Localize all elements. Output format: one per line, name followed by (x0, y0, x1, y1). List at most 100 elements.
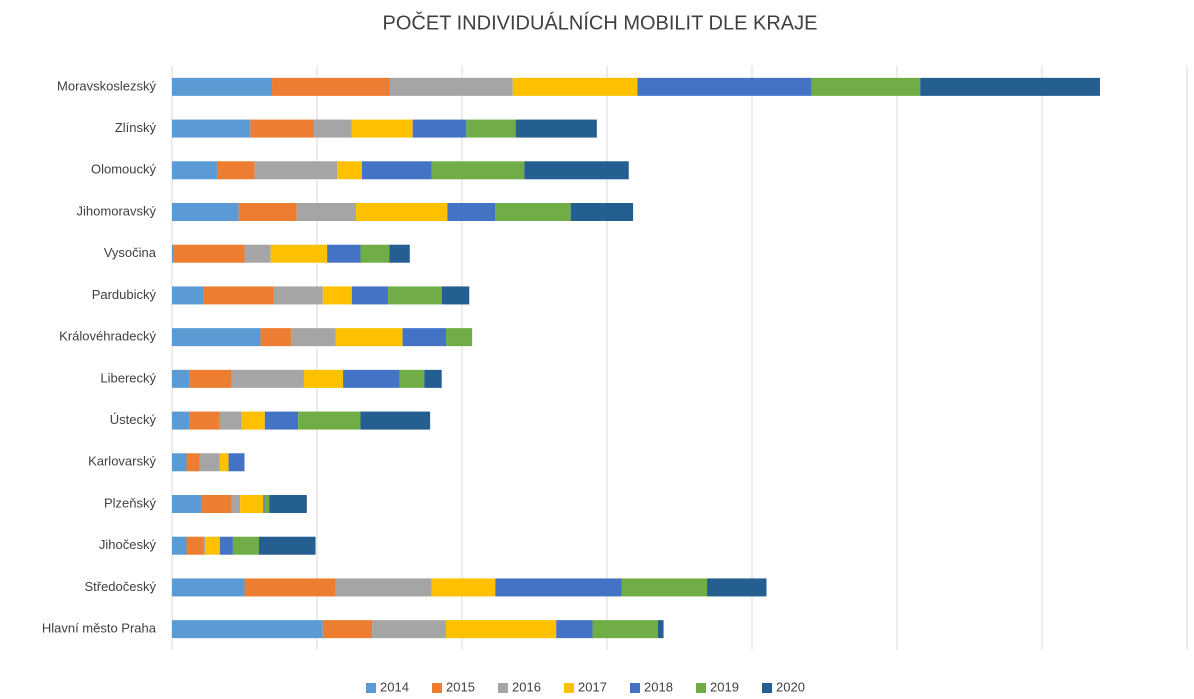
bar-segment (524, 161, 629, 180)
bar-segment (264, 495, 270, 513)
bar-segment (360, 411, 431, 430)
bar-segment (515, 119, 597, 138)
bar-segment (172, 411, 190, 430)
y-tick-label: Jihočeský (99, 537, 157, 552)
bar-segment (240, 495, 264, 513)
bar-segment (920, 77, 1100, 96)
bar-segment (172, 620, 323, 639)
bar-segment (270, 244, 328, 263)
bar-segment (621, 578, 708, 597)
bar-segment (637, 77, 812, 96)
y-tick-label: Královéhradecký (59, 329, 156, 344)
legend-swatch (696, 683, 706, 693)
y-tick-label: Středočeský (84, 579, 156, 594)
bar-segment (337, 161, 362, 180)
chart-title: POČET INDIVIDUÁLNÍCH MOBILIT DLE KRAJE (383, 11, 818, 34)
bar-segment (172, 495, 201, 513)
legend-label: 2020 (776, 679, 805, 694)
y-tick-label: Moravskoslezský (57, 78, 156, 93)
bar-segment (186, 453, 200, 472)
bar-segment (424, 369, 442, 388)
bar-segment (201, 495, 232, 513)
legend-label: 2018 (644, 679, 673, 694)
bar-segment (172, 286, 204, 305)
y-tick-label: Zlínský (115, 120, 157, 135)
y-tick-label: Pardubický (92, 287, 157, 302)
legend-swatch (564, 683, 574, 693)
bar-segment (335, 578, 432, 597)
bar-segment (495, 578, 622, 597)
bar-segment (189, 369, 232, 388)
bar-segment (314, 119, 352, 138)
bar-segment (431, 161, 525, 180)
bar-segment (250, 119, 315, 138)
bar-segment (228, 453, 245, 472)
bar-segment (203, 536, 206, 555)
legend-swatch (366, 683, 376, 693)
bar-segment (446, 328, 473, 347)
bar-segment (219, 411, 242, 430)
bar-segment (298, 411, 361, 430)
bar-segment (259, 536, 316, 555)
bar-segment (343, 369, 400, 388)
bar-segment (219, 453, 229, 472)
bar-segment (388, 286, 442, 305)
bar-segment (172, 77, 273, 96)
bar-segment (446, 620, 557, 639)
bar-segment (441, 286, 470, 305)
bar-segment (273, 286, 323, 305)
bar-segment (372, 620, 447, 639)
bar-segment (173, 244, 245, 263)
bar-segment (811, 77, 921, 96)
y-tick-label: Plzeňský (104, 495, 157, 510)
bar-segment (205, 536, 220, 555)
legend-label: 2014 (380, 679, 409, 694)
bar-segment (263, 495, 265, 513)
bar-segment (512, 77, 638, 96)
bar-segment (402, 328, 447, 347)
bar-segment (231, 495, 241, 513)
bar-segment (189, 411, 220, 430)
y-tick-label: Ústecký (110, 412, 157, 427)
bar-segment (216, 161, 255, 180)
bar-segment (172, 119, 251, 138)
bar-segment (556, 620, 593, 639)
bar-segment (199, 453, 220, 472)
bar-segment (389, 77, 513, 96)
bar-segment (172, 203, 239, 221)
bar-segment (244, 578, 336, 597)
bar-segment (570, 203, 634, 221)
legend-swatch (432, 683, 442, 693)
y-tick-label: Olomoucký (91, 162, 157, 177)
bar-segment (290, 328, 336, 347)
bar-segment (322, 620, 373, 639)
bar-segment (231, 369, 304, 388)
legend-swatch (498, 683, 508, 693)
bar-segment (592, 620, 658, 639)
bar-segment (269, 495, 307, 513)
bar-segment (172, 369, 190, 388)
bar-segment (351, 286, 389, 305)
bar-segment (203, 286, 274, 305)
bar-segment (232, 536, 259, 555)
bar-segment (244, 244, 271, 263)
legend-label: 2015 (446, 679, 475, 694)
bar-segment (172, 244, 174, 263)
bar-segment (172, 328, 261, 347)
legend-label: 2016 (512, 679, 541, 694)
y-tick-label: Vysočina (104, 245, 157, 260)
bar-segment (335, 328, 403, 347)
bar-segment (264, 411, 299, 430)
bar-segment (322, 286, 352, 305)
bar-segment (327, 244, 361, 263)
y-tick-label: Hlavní město Praha (42, 621, 157, 636)
bar-segment (399, 369, 425, 388)
bar-segment (172, 453, 187, 472)
bar-segment (186, 536, 204, 555)
bar-segment (241, 411, 265, 430)
bar-segment (172, 578, 245, 597)
bar-segment (172, 161, 217, 180)
bar-segment (361, 161, 432, 180)
bar-segment (260, 328, 291, 347)
